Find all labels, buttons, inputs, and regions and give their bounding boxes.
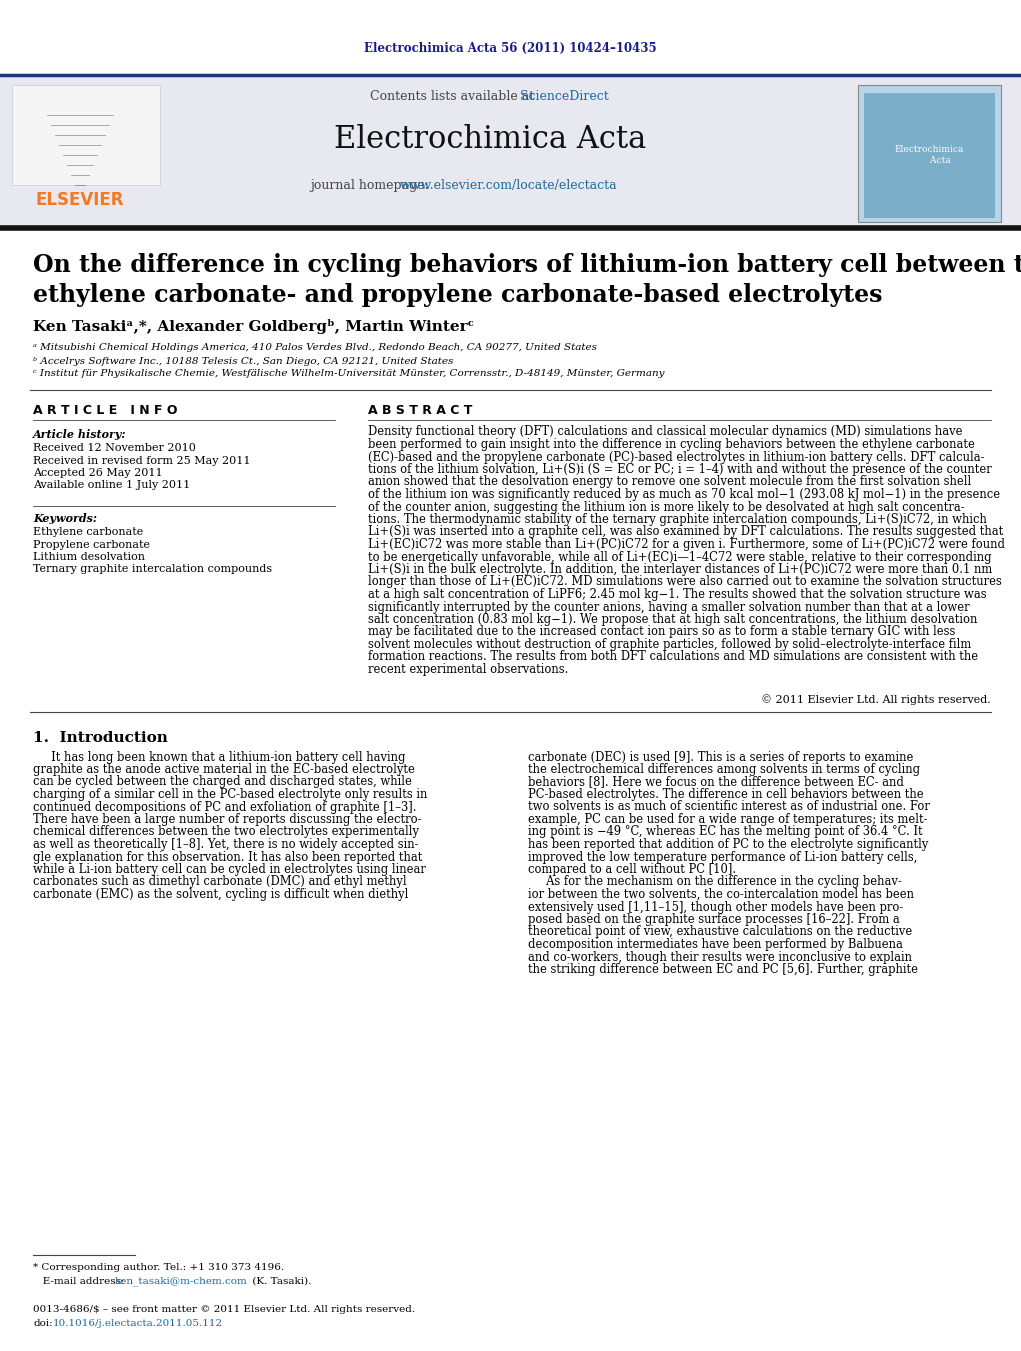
Text: journal homepage:: journal homepage: (310, 178, 433, 192)
Text: tions. The thermodynamic stability of the ternary graphite intercalation compoun: tions. The thermodynamic stability of th… (368, 513, 987, 526)
Text: ethylene carbonate- and propylene carbonate-based electrolytes: ethylene carbonate- and propylene carbon… (33, 282, 882, 307)
Text: extensively used [1,11–15], though other models have been pro-: extensively used [1,11–15], though other… (528, 901, 904, 913)
Text: at a high salt concentration of LiPF6; 2.45 mol kg−1. The results showed that th: at a high salt concentration of LiPF6; 2… (368, 588, 986, 601)
Text: carbonates such as dimethyl carbonate (DMC) and ethyl methyl: carbonates such as dimethyl carbonate (D… (33, 875, 406, 889)
Text: Ken Tasakiᵃ,*, Alexander Goldbergᵇ, Martin Winterᶜ: Ken Tasakiᵃ,*, Alexander Goldbergᵇ, Mart… (33, 319, 474, 335)
Text: There have been a large number of reports discussing the electro-: There have been a large number of report… (33, 813, 422, 825)
Text: formation reactions. The results from both DFT calculations and MD simulations a: formation reactions. The results from bo… (368, 650, 978, 663)
Text: graphite as the anode active material in the EC-based electrolyte: graphite as the anode active material in… (33, 763, 415, 775)
Text: as well as theoretically [1–8]. Yet, there is no widely accepted sin-: as well as theoretically [1–8]. Yet, the… (33, 838, 419, 851)
Text: Keywords:: Keywords: (33, 512, 97, 523)
Text: charging of a similar cell in the PC-based electrolyte only results in: charging of a similar cell in the PC-bas… (33, 788, 428, 801)
Text: two solvents is as much of scientific interest as of industrial one. For: two solvents is as much of scientific in… (528, 801, 930, 813)
Text: ior between the two solvents, the co-intercalation model has been: ior between the two solvents, the co-int… (528, 888, 914, 901)
Text: of the counter anion, suggesting the lithium ion is more likely to be desolvated: of the counter anion, suggesting the lit… (368, 500, 965, 513)
Text: ken_tasaki@m-chem.com: ken_tasaki@m-chem.com (115, 1277, 248, 1286)
Text: longer than those of Li+(EC)iC72. MD simulations were also carried out to examin: longer than those of Li+(EC)iC72. MD sim… (368, 576, 1002, 589)
Text: decomposition intermediates have been performed by Balbuena: decomposition intermediates have been pe… (528, 938, 903, 951)
Text: compared to a cell without PC [10].: compared to a cell without PC [10]. (528, 863, 736, 875)
Text: ᵇ Accelrys Software Inc., 10188 Telesis Ct., San Diego, CA 92121, United States: ᵇ Accelrys Software Inc., 10188 Telesis … (33, 357, 453, 366)
Text: the striking difference between EC and PC [5,6]. Further, graphite: the striking difference between EC and P… (528, 963, 918, 975)
Text: (EC)-based and the propylene carbonate (PC)-based electrolytes in lithium-ion ba: (EC)-based and the propylene carbonate (… (368, 450, 984, 463)
Text: Contents lists available at: Contents lists available at (370, 89, 538, 103)
Text: may be facilitated due to the increased contact ion pairs so as to form a stable: may be facilitated due to the increased … (368, 626, 956, 639)
Text: chemical differences between the two electrolytes experimentally: chemical differences between the two ele… (33, 825, 419, 839)
Text: * Corresponding author. Tel.: +1 310 373 4196.: * Corresponding author. Tel.: +1 310 373… (33, 1263, 284, 1273)
Text: behaviors [8]. Here we focus on the difference between EC- and: behaviors [8]. Here we focus on the diff… (528, 775, 904, 789)
Text: Li+(S)i in the bulk electrolyte. In addition, the interlayer distances of Li+(PC: Li+(S)i in the bulk electrolyte. In addi… (368, 563, 992, 576)
Text: Article history:: Article history: (33, 428, 127, 439)
Text: 1.  Introduction: 1. Introduction (33, 731, 167, 744)
Text: Electrochimica Acta: Electrochimica Acta (334, 124, 646, 155)
Text: Accepted 26 May 2011: Accepted 26 May 2011 (33, 467, 162, 478)
Text: while a Li-ion battery cell can be cycled in electrolytes using linear: while a Li-ion battery cell can be cycle… (33, 863, 426, 875)
Text: posed based on the graphite surface processes [16–22]. From a: posed based on the graphite surface proc… (528, 913, 900, 925)
Text: Li+(S)i was inserted into a graphite cell, was also examined by DFT calculations: Li+(S)i was inserted into a graphite cel… (368, 526, 1004, 539)
Text: As for the mechanism on the difference in the cycling behav-: As for the mechanism on the difference i… (528, 875, 902, 889)
Text: A B S T R A C T: A B S T R A C T (368, 404, 473, 416)
Text: been performed to gain insight into the difference in cycling behaviors between : been performed to gain insight into the … (368, 438, 975, 451)
Text: E-mail address:: E-mail address: (33, 1277, 128, 1286)
Text: salt concentration (0.83 mol kg−1). We propose that at high salt concentrations,: salt concentration (0.83 mol kg−1). We p… (368, 613, 977, 626)
Text: Ternary graphite intercalation compounds: Ternary graphite intercalation compounds (33, 565, 273, 574)
Text: can be cycled between the charged and discharged states, while: can be cycled between the charged and di… (33, 775, 411, 789)
Text: 0013-4686/$ – see front matter © 2011 Elsevier Ltd. All rights reserved.: 0013-4686/$ – see front matter © 2011 El… (33, 1305, 416, 1315)
Text: anion showed that the desolvation energy to remove one solvent molecule from the: anion showed that the desolvation energy… (368, 476, 971, 489)
Text: On the difference in cycling behaviors of lithium-ion battery cell between the: On the difference in cycling behaviors o… (33, 253, 1021, 277)
Text: Propylene carbonate: Propylene carbonate (33, 539, 150, 550)
Text: theoretical point of view, exhaustive calculations on the reductive: theoretical point of view, exhaustive ca… (528, 925, 912, 939)
Bar (864, 93, 995, 218)
Text: carbonate (EMC) as the solvent, cycling is difficult when diethyl: carbonate (EMC) as the solvent, cycling … (33, 888, 408, 901)
Text: Electrochimica Acta 56 (2011) 10424–10435: Electrochimica Acta 56 (2011) 10424–1043… (363, 42, 657, 54)
Text: Electrochimica
        Acta: Electrochimica Acta (894, 146, 964, 165)
Text: ScienceDirect: ScienceDirect (520, 89, 609, 103)
Text: (K. Tasaki).: (K. Tasaki). (249, 1277, 311, 1286)
Text: has been reported that addition of PC to the electrolyte significantly: has been reported that addition of PC to… (528, 838, 928, 851)
Text: ing point is −49 °C, whereas EC has the melting point of 36.4 °C. It: ing point is −49 °C, whereas EC has the … (528, 825, 923, 839)
Text: gle explanation for this observation. It has also been reported that: gle explanation for this observation. It… (33, 851, 423, 863)
Text: doi:: doi: (33, 1319, 53, 1328)
Text: Li+(EC)iC72 was more stable than Li+(PC)iC72 for a given i. Furthermore, some of: Li+(EC)iC72 was more stable than Li+(PC)… (368, 538, 1005, 551)
Text: improved the low temperature performance of Li-ion battery cells,: improved the low temperature performance… (528, 851, 918, 863)
Text: www.elsevier.com/locate/electacta: www.elsevier.com/locate/electacta (400, 178, 618, 192)
Text: continued decompositions of PC and exfoliation of graphite [1–3].: continued decompositions of PC and exfol… (33, 801, 417, 813)
Text: 10.1016/j.electacta.2011.05.112: 10.1016/j.electacta.2011.05.112 (53, 1319, 224, 1328)
Text: significantly interrupted by the counter anions, having a smaller solvation numb: significantly interrupted by the counter… (368, 600, 970, 613)
Bar (12, 85, 160, 185)
Text: example, PC can be used for a wide range of temperatures; its melt-: example, PC can be used for a wide range… (528, 813, 927, 825)
Text: Received in revised form 25 May 2011: Received in revised form 25 May 2011 (33, 455, 250, 466)
Text: Received 12 November 2010: Received 12 November 2010 (33, 443, 196, 453)
Text: A R T I C L E   I N F O: A R T I C L E I N F O (33, 404, 178, 416)
Text: the electrochemical differences among solvents in terms of cycling: the electrochemical differences among so… (528, 763, 920, 775)
Text: PC-based electrolytes. The difference in cell behaviors between the: PC-based electrolytes. The difference in… (528, 788, 924, 801)
Text: Lithium desolvation: Lithium desolvation (33, 553, 145, 562)
Text: to be energetically unfavorable, while all of Li+(EC)i—1–4C72 were stable, relat: to be energetically unfavorable, while a… (368, 550, 991, 563)
Text: solvent molecules without destruction of graphite particles, followed by solid–e: solvent molecules without destruction of… (368, 638, 971, 651)
Text: of the lithium ion was significantly reduced by as much as 70 kcal mol−1 (293.08: of the lithium ion was significantly red… (368, 488, 1001, 501)
Text: Ethylene carbonate: Ethylene carbonate (33, 527, 143, 536)
Text: recent experimental observations.: recent experimental observations. (368, 663, 569, 676)
Text: © 2011 Elsevier Ltd. All rights reserved.: © 2011 Elsevier Ltd. All rights reserved… (762, 694, 991, 705)
Text: It has long been known that a lithium-ion battery cell having: It has long been known that a lithium-io… (33, 751, 405, 763)
Text: tions of the lithium solvation, Li+(S)i (S = EC or PC; i = 1–4) with and without: tions of the lithium solvation, Li+(S)i … (368, 463, 991, 476)
Text: ELSEVIER: ELSEVIER (36, 190, 125, 209)
Text: Available online 1 July 2011: Available online 1 July 2011 (33, 481, 190, 490)
Text: and co-workers, though their results were inconclusive to explain: and co-workers, though their results wer… (528, 951, 912, 963)
Bar (0, 76, 1021, 228)
Text: ᵃ Mitsubishi Chemical Holdings America, 410 Palos Verdes Blvd., Redondo Beach, C: ᵃ Mitsubishi Chemical Holdings America, … (33, 343, 597, 353)
Bar (858, 85, 1001, 222)
Text: ᶜ Institut für Physikalische Chemie, Westfälische Wilhelm-Universität Münster, C: ᶜ Institut für Physikalische Chemie, Wes… (33, 370, 665, 378)
Text: Density functional theory (DFT) calculations and classical molecular dynamics (M: Density functional theory (DFT) calculat… (368, 426, 963, 439)
Text: carbonate (DEC) is used [9]. This is a series of reports to examine: carbonate (DEC) is used [9]. This is a s… (528, 751, 914, 763)
